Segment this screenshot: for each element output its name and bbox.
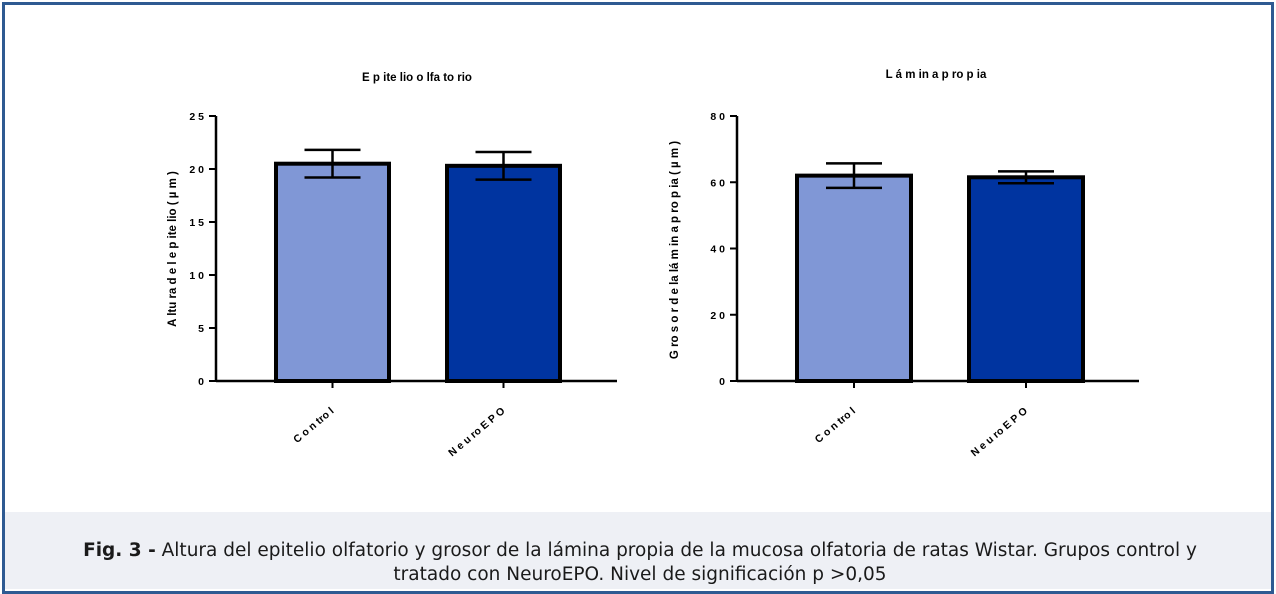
y-axis-label: A ltu ra d e l e p ite lio ( µ m ) bbox=[167, 171, 179, 327]
figure-caption: Fig. 3 - Altura del epitelio olfatorio y… bbox=[70, 539, 1210, 587]
y-axis-label: G ro s o r d e la lá m in a p ro p ia ( … bbox=[669, 141, 681, 359]
caption-label: Fig. 3 - bbox=[83, 540, 156, 561]
y-tick-label: 2 0 bbox=[710, 310, 725, 322]
error-bar bbox=[826, 162, 882, 190]
x-tick-label: N e u ro E P O bbox=[969, 405, 1030, 459]
chart-title: E p ite lio o lfa to rio bbox=[362, 72, 472, 84]
y-ticks: 0 5 1 0 1 5 2 0 2 5 bbox=[189, 111, 216, 388]
x-tick-labels: C o n tro l N e u ro E P O bbox=[813, 381, 1030, 459]
x-tick-label: N e u ro E P O bbox=[446, 405, 507, 459]
y-ticks: 0 2 0 4 0 6 0 8 0 bbox=[710, 111, 737, 388]
figures-canvas: E p ite lio o lfa to rio A ltu ra d e l … bbox=[167, 69, 1139, 459]
y-tick-label: 8 0 bbox=[710, 111, 725, 123]
chart-epitelio: E p ite lio o lfa to rio A ltu ra d e l … bbox=[167, 72, 617, 459]
error-bar bbox=[304, 148, 361, 179]
x-tick-label: C o n tro l bbox=[813, 405, 858, 446]
x-tick-labels: C o n tro l N e u ro E P O bbox=[291, 381, 507, 459]
caption-background bbox=[5, 512, 1271, 589]
y-tick-label: 6 0 bbox=[710, 177, 725, 189]
chart-lamina-propia: L á m in a p ro p ia G ro s o r d e la l… bbox=[669, 69, 1139, 459]
y-tick-label: 5 bbox=[198, 323, 204, 335]
y-tick-label: 4 0 bbox=[710, 244, 725, 256]
caption-text: Altura del epitelio olfatorio y grosor d… bbox=[161, 540, 1197, 585]
bars bbox=[274, 148, 562, 383]
bars bbox=[795, 162, 1085, 383]
bar-control bbox=[795, 173, 913, 383]
bar-neuroepo bbox=[445, 163, 562, 383]
y-tick-label: 2 0 bbox=[189, 164, 204, 176]
y-tick-label: 0 bbox=[719, 376, 725, 388]
chart-title: L á m in a p ro p ia bbox=[886, 69, 987, 81]
bar-neuroepo bbox=[967, 175, 1085, 383]
y-tick-label: 1 5 bbox=[189, 217, 204, 229]
y-tick-label: 2 5 bbox=[189, 111, 204, 123]
x-tick-label: C o n tro l bbox=[291, 405, 336, 446]
y-tick-label: 1 0 bbox=[189, 270, 204, 282]
bar-control bbox=[274, 161, 391, 383]
error-bar bbox=[998, 170, 1054, 185]
error-bar bbox=[475, 150, 532, 181]
y-tick-label: 0 bbox=[198, 376, 204, 388]
